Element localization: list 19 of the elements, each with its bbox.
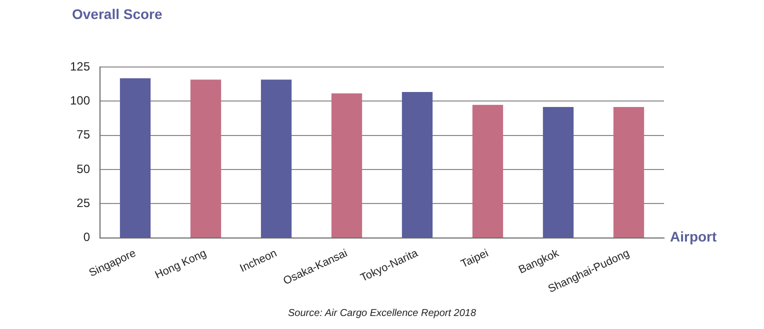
bar [331,93,362,238]
bar [402,92,433,238]
y-tick-label: 50 [76,162,90,176]
y-tick-label: 25 [76,196,90,210]
bar [613,106,644,238]
y-tick-label: 0 [83,230,90,244]
bar [542,106,574,238]
bar [260,80,292,238]
source-note: Source: Air Cargo Excellence Report 2018 [288,308,476,319]
y-axis-title: Overall Score [72,6,162,22]
bar [120,78,151,238]
y-tick-label: 125 [70,59,90,74]
bar [190,80,222,238]
x-axis-title: Airport [670,228,717,245]
y-tick-label: 100 [70,93,90,108]
bar [472,104,504,238]
x-tick-label: Hong Kong [153,247,208,282]
y-tick-label: 75 [76,128,90,142]
x-tick-label: Taipei [459,247,490,270]
